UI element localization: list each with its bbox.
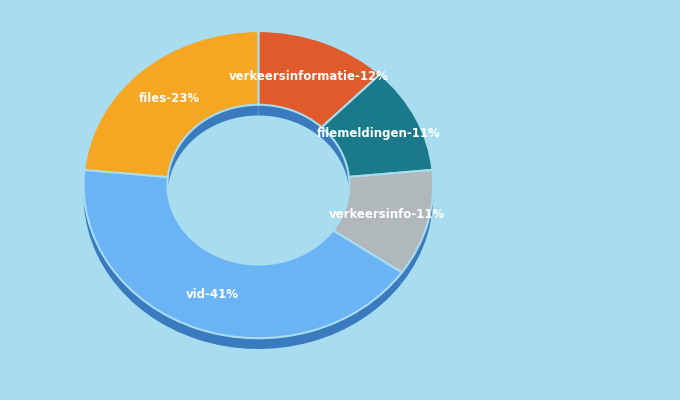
Text: filemeldingen-11%: filemeldingen-11% [316, 128, 440, 140]
Wedge shape [258, 42, 380, 138]
Wedge shape [84, 31, 258, 177]
Wedge shape [333, 181, 433, 283]
Wedge shape [84, 181, 402, 349]
Wedge shape [84, 170, 402, 338]
Text: verkeersinformatie-12%: verkeersinformatie-12% [228, 70, 388, 83]
Text: verkeersinfo-11%: verkeersinfo-11% [329, 208, 445, 221]
Wedge shape [258, 31, 380, 127]
Wedge shape [84, 42, 258, 188]
Wedge shape [322, 85, 432, 188]
Text: vid-41%: vid-41% [186, 288, 239, 301]
Wedge shape [322, 74, 432, 177]
Wedge shape [333, 170, 433, 272]
Text: files-23%: files-23% [139, 92, 200, 105]
